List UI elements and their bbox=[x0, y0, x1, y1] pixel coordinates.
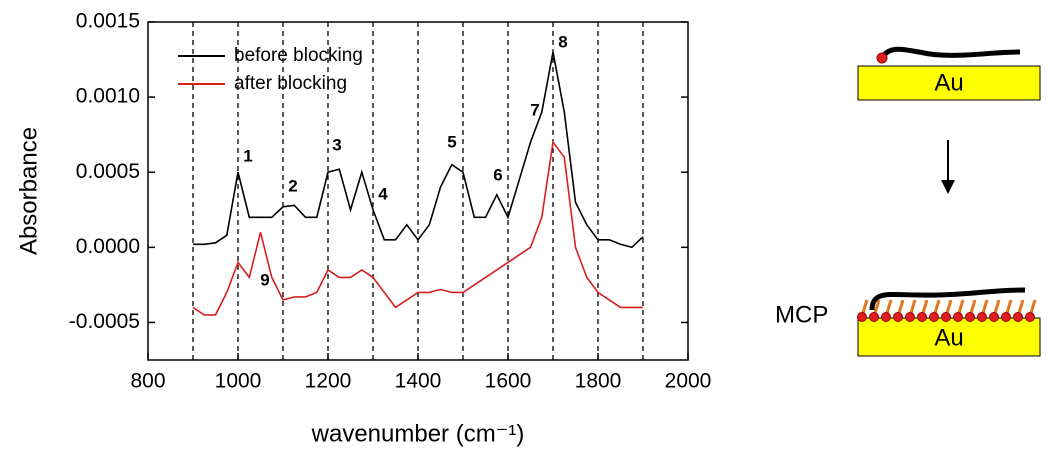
anchor bbox=[876, 52, 888, 64]
x-tick-label: 1000 bbox=[215, 370, 262, 393]
mcp-head bbox=[857, 312, 867, 322]
peak-label: 4 bbox=[378, 184, 388, 203]
mcp-head bbox=[989, 312, 999, 322]
mcp-head bbox=[917, 312, 927, 322]
gold-substrate bbox=[857, 317, 1041, 357]
molecule bbox=[879, 46, 1021, 60]
mcp-head bbox=[869, 312, 879, 322]
mcp-head bbox=[905, 312, 915, 322]
arrow-head bbox=[941, 180, 955, 194]
peak-label: 1 bbox=[243, 146, 252, 165]
x-axis-label: wavenumber (cm⁻¹) bbox=[311, 420, 525, 447]
mcp-head bbox=[941, 312, 951, 322]
y-tick-label: -0.0005 bbox=[69, 310, 140, 333]
mcp-head bbox=[893, 312, 903, 322]
y-axis-label: Absorbance bbox=[15, 127, 42, 255]
x-tick-label: 1400 bbox=[395, 370, 442, 393]
mcp-head bbox=[881, 312, 891, 322]
mcp-head bbox=[929, 312, 939, 322]
x-tick-label: 1800 bbox=[575, 370, 622, 393]
molecule bbox=[869, 287, 1026, 311]
mcp-head bbox=[953, 312, 963, 322]
diagram: Au Au MCP bbox=[775, 46, 1041, 357]
plot-frame bbox=[147, 21, 689, 361]
mcp-head bbox=[1013, 312, 1023, 322]
x-tick-label: 1200 bbox=[305, 370, 352, 393]
x-tick-label: 2000 bbox=[665, 370, 712, 393]
peak-label: 2 bbox=[288, 176, 297, 195]
x-tick-label: 800 bbox=[130, 370, 165, 393]
peak-label: 7 bbox=[530, 100, 539, 119]
y-tick-label: 0.0015 bbox=[76, 10, 140, 33]
peak-label: 3 bbox=[332, 135, 341, 154]
substrate-label: Au bbox=[934, 324, 963, 351]
layer-label: MCP bbox=[775, 301, 828, 328]
peak-label: 8 bbox=[558, 32, 567, 51]
mcp-head bbox=[977, 312, 987, 322]
substrate-label: Au bbox=[934, 69, 963, 96]
legend-label: after blocking bbox=[234, 73, 347, 94]
mcp-head bbox=[1001, 312, 1011, 322]
mcp-head bbox=[1025, 312, 1035, 322]
x-tick-label: 1600 bbox=[485, 370, 532, 393]
peak-label: 9 bbox=[260, 270, 269, 289]
peak-label: 5 bbox=[447, 132, 456, 151]
y-tick-label: 0.0010 bbox=[76, 85, 140, 108]
data-line bbox=[193, 51, 644, 249]
peak-label: 6 bbox=[493, 165, 502, 184]
y-tick-label: 0.0000 bbox=[76, 235, 140, 258]
mcp-head bbox=[965, 312, 975, 322]
gold-substrate bbox=[857, 65, 1041, 101]
legend-label: before blocking bbox=[234, 45, 363, 66]
mcp-layer bbox=[857, 299, 1037, 322]
y-tick-label: 0.0005 bbox=[76, 160, 140, 183]
data-line bbox=[192, 140, 643, 316]
